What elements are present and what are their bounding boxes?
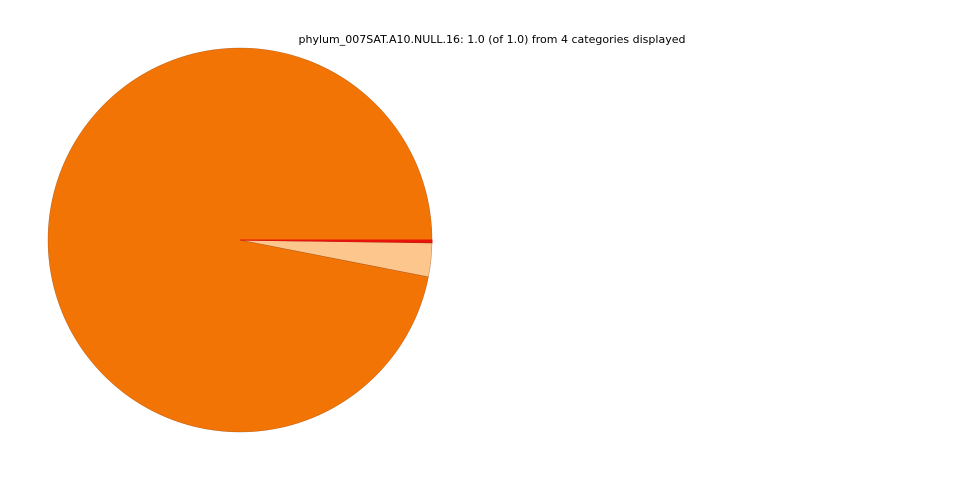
chart-title: phylum_007SAT.A10.NULL.16: 1.0 (of 1.0) …: [298, 33, 686, 46]
pie-slices: [47, 47, 433, 433]
pie-slice-4: [239, 239, 433, 243]
